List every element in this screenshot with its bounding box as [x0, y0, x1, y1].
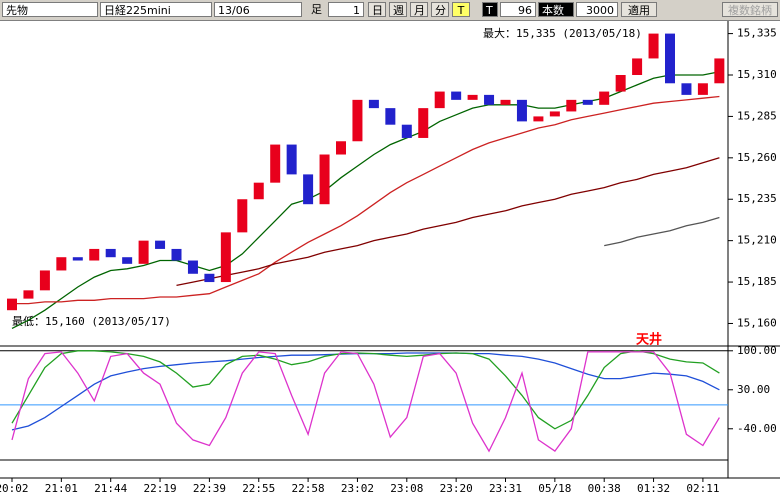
x-tick-label: 05/18	[538, 482, 571, 495]
candle	[105, 248, 116, 258]
x-tick-label: 23:08	[390, 482, 423, 495]
candle	[56, 257, 67, 271]
count-label: 本数	[538, 2, 574, 17]
contract-select[interactable]: 13/06	[214, 2, 302, 17]
y-tick-label: 15,335	[737, 27, 777, 40]
bar-label: 足	[311, 3, 322, 16]
ceiling-label: 天井	[636, 332, 662, 348]
x-tick-label: 21:01	[45, 482, 78, 495]
multi-button[interactable]: 複数銘柄	[722, 2, 778, 17]
y-tick-label: -40.00	[737, 422, 777, 435]
candle	[7, 298, 17, 311]
indicator-line	[11, 350, 720, 430]
candle	[319, 154, 330, 205]
x-tick-label: 00:38	[588, 482, 621, 495]
candle	[39, 270, 50, 291]
candle	[155, 240, 166, 249]
candle	[582, 99, 593, 105]
y-tick-label: 15,285	[737, 109, 777, 122]
candle	[500, 99, 511, 105]
indicator-line	[11, 351, 720, 453]
apply-button[interactable]: 適用	[621, 2, 657, 17]
bar-size[interactable]: 1	[328, 2, 364, 17]
candle	[220, 232, 231, 283]
market-select[interactable]: 先物	[2, 2, 98, 17]
x-tick-label: 23:31	[489, 482, 522, 495]
candle	[516, 99, 527, 122]
y-tick-label: 15,185	[737, 275, 777, 288]
candle	[23, 290, 34, 299]
candle	[615, 75, 626, 92]
x-tick-label: 01:32	[637, 482, 670, 495]
candle	[237, 199, 248, 233]
candle	[566, 99, 577, 112]
month-button[interactable]: 月	[410, 2, 428, 17]
candle	[122, 257, 133, 264]
x-tick-label: 22:39	[193, 482, 226, 495]
candle	[714, 58, 725, 84]
candle	[187, 260, 198, 274]
x-tick-label: 22:55	[242, 482, 275, 495]
candle	[286, 144, 297, 175]
candle	[451, 91, 462, 100]
candle	[418, 108, 429, 138]
day-button[interactable]: 日	[368, 2, 386, 17]
candle	[599, 91, 610, 105]
x-tick-label: 23:20	[440, 482, 473, 495]
candle	[171, 248, 182, 261]
chart-bg	[0, 21, 780, 500]
min-label: 最低：15,160 (2013/05/17)	[12, 315, 171, 328]
indicator-line	[604, 216, 720, 247]
x-tick-label: 22:58	[292, 482, 325, 495]
x-tick-label: 20:02	[0, 482, 29, 495]
candle	[401, 124, 412, 138]
candle	[253, 182, 264, 200]
y-tick-label: 15,260	[737, 151, 777, 164]
x-tick-label: 22:19	[143, 482, 176, 495]
indicator-line	[12, 95, 720, 305]
y-tick-label: 15,210	[737, 234, 777, 247]
candle	[467, 94, 478, 100]
candle	[368, 99, 379, 109]
tick-button[interactable]: T	[452, 2, 470, 17]
candle	[72, 257, 83, 261]
candle	[484, 94, 495, 105]
y-tick-label: 15,310	[737, 68, 777, 81]
candle	[549, 111, 560, 117]
indicator-line	[176, 157, 720, 287]
candle	[270, 144, 281, 183]
candle	[303, 174, 314, 205]
candle	[434, 91, 445, 109]
candle	[89, 248, 100, 261]
candle	[385, 108, 396, 125]
candle	[138, 240, 149, 264]
t-count[interactable]: 96	[500, 2, 536, 17]
candle	[697, 83, 708, 95]
candle	[204, 273, 215, 283]
count-input[interactable]: 3000	[576, 2, 618, 17]
candle	[681, 83, 692, 95]
symbol-select[interactable]: 日経225mini	[100, 2, 212, 17]
y-tick-label: 15,235	[737, 192, 777, 205]
candle	[648, 33, 659, 59]
max-label: 最大：15,335 (2013/05/18)	[483, 26, 642, 40]
candle	[352, 99, 363, 142]
candle	[665, 33, 675, 84]
x-tick-label: 23:02	[341, 482, 374, 495]
minute-button[interactable]: 分	[431, 2, 449, 17]
y-tick-label: 100.00	[737, 344, 777, 357]
x-tick-label: 02:11	[686, 482, 719, 495]
t-label: T	[482, 2, 498, 17]
x-tick-label: 21:44	[94, 482, 127, 495]
y-tick-label: 15,160	[737, 316, 777, 329]
toolbar: 先物 日経225mini 13/06 足 1 日 週 月 分 T T 96 本数…	[0, 0, 780, 21]
week-button[interactable]: 週	[389, 2, 407, 17]
candle	[533, 116, 544, 122]
candle	[336, 141, 346, 155]
y-tick-label: 30.00	[737, 383, 770, 396]
candle	[632, 58, 643, 76]
